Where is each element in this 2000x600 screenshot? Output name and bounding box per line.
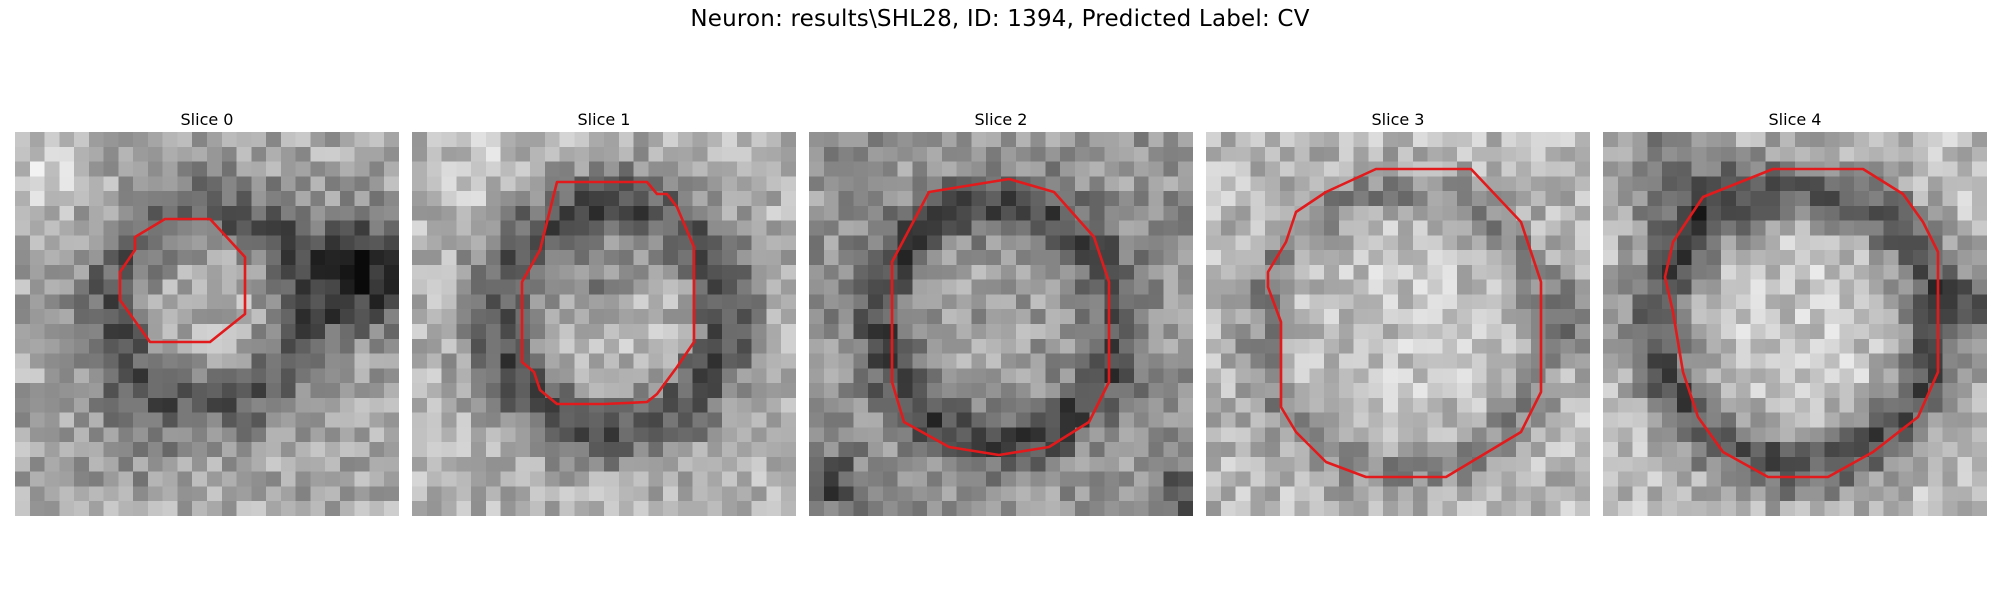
slice-title-1: Slice 1 [577, 110, 631, 129]
neuron-contour [520, 180, 696, 406]
slice-image-0 [15, 132, 399, 516]
slice-image-2 [809, 132, 1193, 516]
figure-title: Neuron: results\SHL28, ID: 1394, Predict… [690, 6, 1310, 32]
pixel-grid [412, 132, 796, 516]
slice-panel-3: Slice 3 [1206, 108, 1590, 516]
neuron-contour [1266, 167, 1543, 479]
pixel-grid [1206, 132, 1590, 516]
neuron-contour [1663, 167, 1940, 479]
slice-panel-2: Slice 2 [809, 108, 1193, 516]
pixel-grid [1603, 132, 1987, 516]
slice-image-3 [1206, 132, 1590, 516]
slice-image-1 [412, 132, 796, 516]
slice-title-4: Slice 4 [1768, 110, 1822, 129]
slice-panel-4: Slice 4 [1603, 108, 1987, 516]
slice-title-2: Slice 2 [974, 110, 1028, 129]
pixel-grid [809, 132, 1193, 516]
slice-image-4 [1603, 132, 1987, 516]
neuron-contour [118, 217, 247, 344]
neuron-contour [890, 177, 1111, 457]
slice-panel-0: Slice 0 [15, 108, 399, 516]
slice-title-0: Slice 0 [180, 110, 234, 129]
pixel-grid [15, 132, 399, 516]
slice-title-3: Slice 3 [1371, 110, 1425, 129]
slice-panel-1: Slice 1 [412, 108, 796, 516]
